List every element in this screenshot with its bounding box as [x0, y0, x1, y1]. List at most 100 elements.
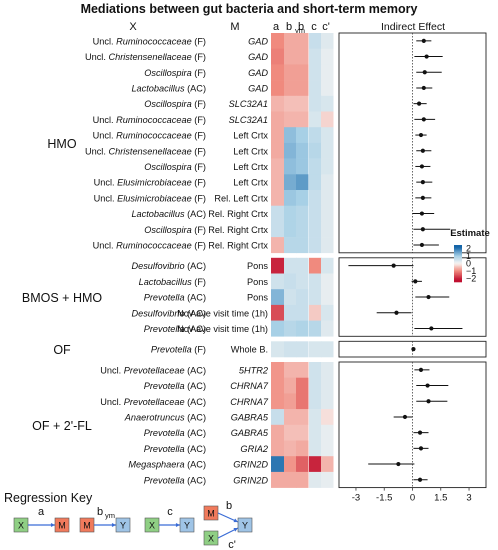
row-m-label: GABRA5: [231, 428, 269, 438]
legend-swatch: [454, 278, 462, 280]
heatmap-cell: [309, 127, 322, 144]
heatmap-cell: [309, 456, 322, 473]
heatmap-cell: [284, 377, 297, 394]
heatmap-column-header: a: [273, 21, 280, 33]
row-x-label: Uncl. Ruminococcaceae (F): [93, 115, 206, 125]
row-x-label: Uncl. Ruminococcaceae (F): [93, 131, 206, 141]
heatmap-cell: [296, 221, 309, 238]
heatmap-cell: [271, 362, 284, 378]
heatmap-cell: [284, 127, 297, 144]
x-column-header: X: [129, 21, 137, 33]
group-label: OF: [53, 343, 71, 357]
heatmap-column-header: b: [298, 21, 304, 33]
estimate-point: [418, 132, 424, 138]
heatmap-cell: [321, 320, 334, 337]
row-m-label: Pons: [247, 277, 268, 287]
row-x-label: Lactobacillus (F): [139, 277, 206, 287]
heatmap-cell: [321, 341, 334, 358]
heatmap-cell: [321, 127, 334, 144]
heatmap-cell: [309, 174, 322, 191]
heatmap-cell: [284, 362, 297, 378]
heatmap-cell: [271, 471, 284, 488]
legend-swatch: [454, 254, 462, 257]
heatmap-cell: [296, 48, 309, 65]
key-path-label: a: [38, 506, 45, 518]
row-x-label: Oscillospira (F): [144, 225, 206, 235]
legend-swatch: [454, 252, 462, 254]
heatmap-cell: [296, 158, 309, 175]
key-path-label: b: [97, 506, 103, 518]
heatmap-cell: [309, 237, 322, 254]
row-x-label: Oscillospira (F): [144, 99, 206, 109]
key-path-label: c': [228, 539, 236, 550]
legend-swatch: [454, 264, 462, 267]
heatmap-cell: [271, 257, 284, 274]
row-x-label: Oscillospira (F): [144, 162, 206, 172]
row-x-label: Lactobacillus (AC): [131, 209, 206, 219]
heatmap-cell: [284, 190, 297, 206]
legend-swatch: [454, 280, 462, 283]
heatmap-cell: [284, 142, 297, 159]
estimate-point: [421, 85, 426, 91]
legend-swatch: [454, 248, 462, 251]
row-x-label: Prevotella (AC): [144, 475, 206, 485]
heatmap-cell: [284, 80, 297, 97]
row-x-label: Desulfovibrio (AC): [131, 308, 206, 318]
row-x-label: Uncl. Prevotellaceae (AC): [100, 365, 206, 375]
heatmap-cell: [284, 257, 297, 274]
legend-swatch: [454, 246, 462, 248]
heatmap-cell: [321, 377, 334, 394]
key-node: [115, 517, 131, 533]
heatmap-cell: [321, 289, 334, 306]
key-node-label: Y: [242, 521, 248, 531]
row-x-label: Prevotella (AC): [144, 444, 206, 454]
heatmap-cell: [296, 377, 309, 394]
estimate-point: [419, 164, 425, 169]
legend-swatch: [454, 273, 462, 275]
legend-swatch: [454, 256, 462, 258]
legend-swatch: [454, 265, 462, 268]
heatmap-cell: [309, 48, 322, 65]
key-node-label: X: [18, 521, 24, 531]
row-m-label: GRIN2D: [233, 475, 268, 485]
heatmap-cell: [321, 440, 334, 457]
heatmap-cell: [284, 221, 297, 238]
heatmap-cell: [271, 205, 284, 222]
forest-x-tick-label: -1.5: [376, 493, 392, 504]
row-x-label: Anaerotruncus (AC): [124, 412, 206, 422]
heatmap-cell: [296, 341, 309, 358]
row-m-label: Left Crtx: [233, 146, 268, 156]
estimate-point: [420, 195, 425, 200]
forest-x-tick-label: 3: [466, 493, 471, 504]
heatmap-cell: [321, 221, 334, 238]
heatmap-cell: [309, 190, 322, 206]
heatmap-cell: [321, 205, 334, 222]
row-m-label: Left Crtx: [233, 178, 268, 188]
heatmap-cell: [309, 111, 322, 128]
heatmap-cell: [284, 304, 297, 321]
row-x-label: Megasphaera (AC): [128, 460, 206, 470]
row-m-label: Rel. Right Crtx: [208, 225, 268, 235]
heatmap-cell: [271, 424, 284, 441]
row-m-label: 5HTR2: [239, 365, 268, 375]
key-node-label: X: [208, 534, 214, 544]
estimate-point: [417, 430, 423, 435]
row-x-label: Lactobacillus (AC): [131, 83, 206, 93]
heatmap-cell: [271, 320, 284, 337]
row-m-label: Whole B.: [231, 345, 268, 355]
heatmap-cell: [296, 362, 309, 378]
estimate-legend: Estimate 210−1−2: [450, 228, 490, 283]
heatmap-cell: [271, 64, 284, 81]
key-node-label: Y: [120, 521, 126, 531]
key-arrowhead: [175, 523, 180, 527]
row-m-label: Left Crtx: [233, 162, 268, 172]
heatmap-cell: [309, 33, 322, 49]
heatmap-cell: [309, 471, 322, 488]
estimate-point: [417, 477, 423, 482]
legend-swatch: [454, 267, 462, 269]
legend-swatch: [454, 274, 462, 277]
group-labels: HMO BMOS + HMO OF OF + 2'-FL: [22, 137, 102, 433]
heatmap-cell: [271, 237, 284, 254]
legend-swatch: [454, 259, 462, 262]
